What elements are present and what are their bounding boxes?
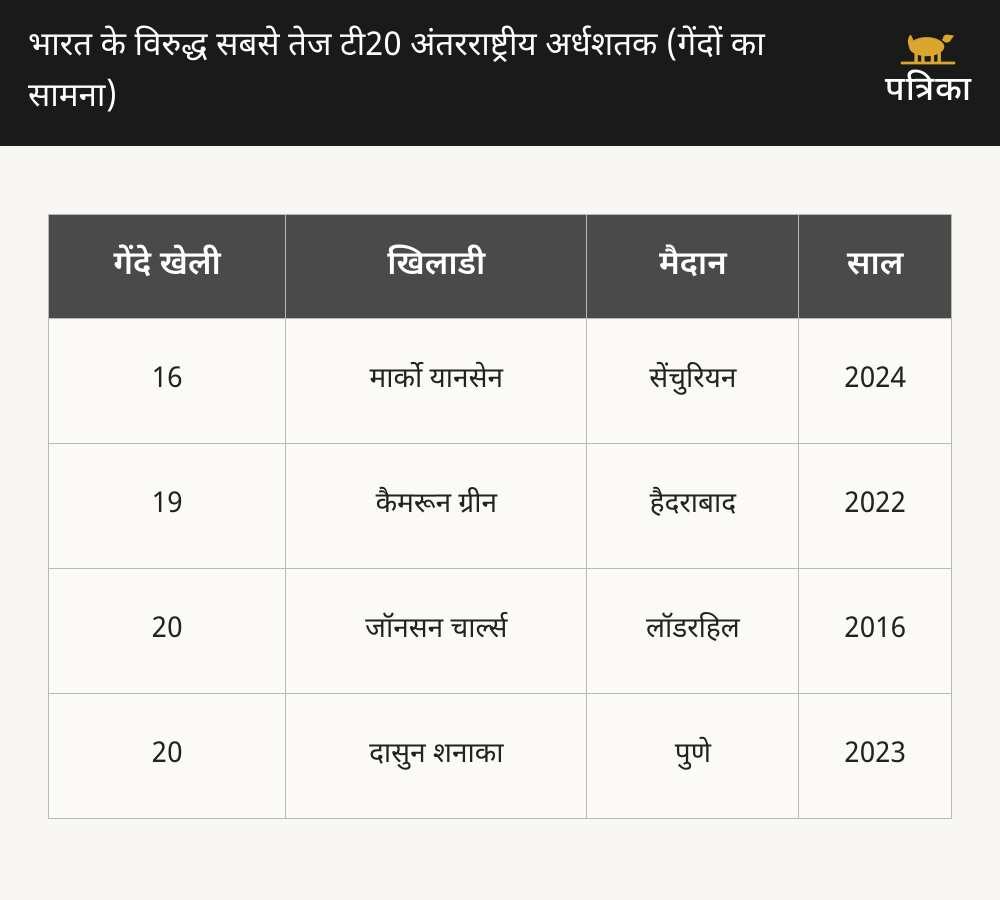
cell-year: 2022 bbox=[799, 444, 952, 569]
cell-player: दासुन शनाका bbox=[286, 694, 587, 819]
col-venue: मैदान bbox=[587, 215, 799, 319]
col-year: साल bbox=[799, 215, 952, 319]
cell-year: 2024 bbox=[799, 319, 952, 444]
table-row: 16 मार्को यानसेन सेंचुरियन 2024 bbox=[49, 319, 952, 444]
stats-table: गेंदे खेली खिलाडी मैदान साल 16 मार्को या… bbox=[48, 214, 952, 819]
lion-icon bbox=[894, 26, 962, 66]
table-row: 20 जॉनसन चार्ल्स लॉडरहिल 2016 bbox=[49, 569, 952, 694]
cell-year: 2023 bbox=[799, 694, 952, 819]
cell-player: मार्को यानसेन bbox=[286, 319, 587, 444]
brand-logo: पत्रिका bbox=[885, 26, 972, 114]
cell-venue: लॉडरहिल bbox=[587, 569, 799, 694]
cell-player: कैमरून ग्रीन bbox=[286, 444, 587, 569]
cell-balls: 16 bbox=[49, 319, 286, 444]
table-row: 19 कैमरून ग्रीन हैदराबाद 2022 bbox=[49, 444, 952, 569]
col-balls: गेंदे खेली bbox=[49, 215, 286, 319]
cell-balls: 20 bbox=[49, 694, 286, 819]
col-player: खिलाडी bbox=[286, 215, 587, 319]
cell-venue: पुणे bbox=[587, 694, 799, 819]
page-title: भारत के विरुद्ध सबसे तेज टी20 अंतरराष्ट्… bbox=[28, 22, 828, 124]
table-container: गेंदे खेली खिलाडी मैदान साल 16 मार्को या… bbox=[0, 146, 1000, 859]
cell-year: 2016 bbox=[799, 569, 952, 694]
cell-venue: हैदराबाद bbox=[587, 444, 799, 569]
cell-venue: सेंचुरियन bbox=[587, 319, 799, 444]
table-header-row: गेंदे खेली खिलाडी मैदान साल bbox=[49, 215, 952, 319]
cell-balls: 19 bbox=[49, 444, 286, 569]
table-row: 20 दासुन शनाका पुणे 2023 bbox=[49, 694, 952, 819]
brand-text: पत्रिका bbox=[885, 70, 972, 114]
page-header: भारत के विरुद्ध सबसे तेज टी20 अंतरराष्ट्… bbox=[0, 0, 1000, 146]
cell-balls: 20 bbox=[49, 569, 286, 694]
cell-player: जॉनसन चार्ल्स bbox=[286, 569, 587, 694]
